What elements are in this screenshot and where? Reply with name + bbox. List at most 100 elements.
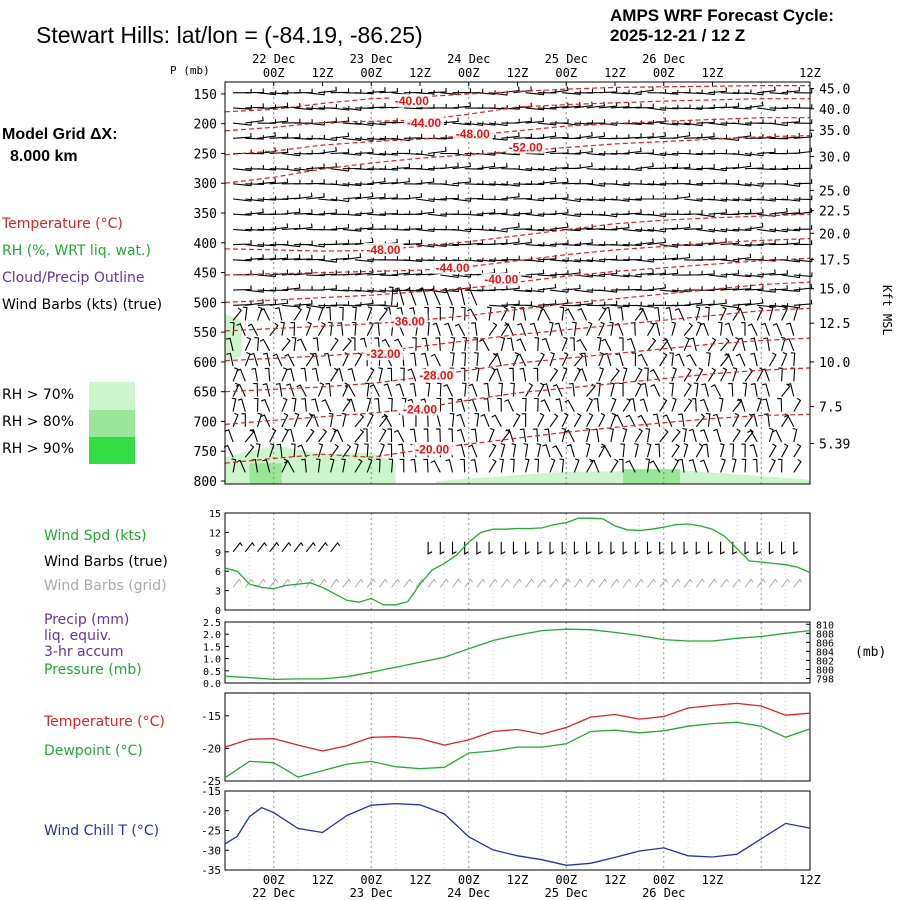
- wind-barb: [625, 414, 636, 428]
- wind-barb: [622, 367, 628, 382]
- wind-barb: [306, 179, 325, 185]
- grid-barb: [695, 578, 705, 588]
- wind-barb: [245, 149, 264, 155]
- wind-barb: [684, 165, 703, 171]
- wind-barb: [623, 103, 642, 109]
- wind-barb: [659, 352, 668, 367]
- wind-barb: [281, 412, 289, 428]
- wind-barbs-true: [232, 541, 798, 555]
- wind-barb: [603, 352, 612, 367]
- wind-barb: [269, 269, 289, 276]
- bottom-time-tick-label: 12Z: [312, 873, 334, 887]
- wind-barb: [769, 165, 789, 171]
- legend-rh80-label: RH > 80%: [2, 414, 75, 430]
- top-day-label: 26 Dec: [642, 52, 685, 66]
- wind-barb: [236, 323, 246, 336]
- wind-barb: [342, 398, 351, 412]
- wind-barb: [456, 413, 466, 427]
- grid-barb: [269, 578, 279, 588]
- wind-barb: [465, 288, 478, 306]
- bottom-time-tick-label: 00Z: [263, 873, 285, 887]
- wind-barb: [398, 443, 405, 458]
- bottom-day-label: 22 Dec: [252, 886, 295, 900]
- wind-barb: [790, 352, 796, 367]
- wind-barb: [562, 102, 581, 109]
- panel2-y2tick-label: 798: [816, 674, 834, 685]
- grid-barb: [354, 578, 364, 588]
- wind-barb: [598, 102, 618, 109]
- grid-barb: [720, 578, 730, 588]
- wind-barb: [429, 288, 441, 306]
- wind-barb: [421, 352, 429, 367]
- true-barb: [305, 541, 316, 553]
- wind-barb: [793, 443, 802, 458]
- wind-barb: [574, 101, 593, 109]
- wind-barb: [421, 337, 429, 351]
- bottom-day-label: 24 Dec: [447, 886, 490, 900]
- wind-barb: [440, 104, 459, 109]
- wind-barb: [436, 397, 442, 412]
- wind-barb: [284, 353, 295, 367]
- wind-barb: [781, 351, 788, 367]
- wind-barb: [529, 322, 539, 336]
- panel1-ytick-label: 12: [209, 528, 221, 539]
- legend-precip: Precip (mm): [44, 612, 130, 628]
- wind-barb: [415, 165, 435, 171]
- wind-barb: [781, 287, 801, 292]
- wind-barb: [684, 150, 703, 156]
- wind-barb: [330, 254, 350, 261]
- wind-barb: [360, 337, 368, 352]
- wind-barb: [684, 286, 703, 291]
- pressure-tick-label: 400: [194, 237, 217, 252]
- wind-barb: [305, 428, 315, 443]
- wind-barb: [449, 306, 455, 321]
- wind-barb: [342, 193, 362, 200]
- wind-barb: [330, 210, 350, 215]
- temp-contour-1: [224, 98, 810, 132]
- wind-barb: [257, 165, 277, 171]
- wind-barb: [572, 321, 577, 336]
- wind-barb: [262, 352, 271, 367]
- wind-barb: [662, 338, 673, 352]
- wind-barb: [720, 226, 740, 232]
- temp-contour-0: [224, 85, 810, 113]
- wind-barb: [533, 367, 539, 382]
- true-barb: [244, 541, 255, 553]
- wind-barb: [306, 255, 325, 261]
- wind-barb: [750, 352, 758, 367]
- wind-barb: [245, 288, 265, 293]
- wind-barb: [525, 105, 545, 111]
- wind-barb: [562, 179, 581, 185]
- wind-barb: [235, 383, 246, 397]
- wind-barb: [449, 412, 455, 427]
- wind-barb: [792, 427, 798, 443]
- wind-barb: [696, 132, 715, 139]
- wind-barb: [325, 306, 332, 321]
- wind-barb: [720, 196, 740, 202]
- wind-barb: [562, 241, 581, 247]
- grid-barb: [586, 578, 595, 588]
- bottom-time-tick-label: 12Z: [702, 873, 724, 887]
- wind-barb: [233, 105, 252, 110]
- wind-barb: [457, 398, 466, 412]
- wind-barb: [564, 429, 575, 443]
- wind-barb: [443, 383, 453, 397]
- wind-barb: [781, 86, 801, 94]
- wind-barb: [505, 429, 514, 443]
- wind-barb: [708, 197, 728, 202]
- wind-barb: [378, 307, 388, 321]
- wind-barb: [275, 382, 283, 397]
- wind-barb: [578, 368, 588, 382]
- wind-barb: [769, 89, 789, 95]
- wind-barb: [671, 443, 680, 458]
- wind-barb: [562, 134, 581, 140]
- wind-barb: [549, 257, 569, 262]
- wind-barb: [617, 306, 624, 321]
- wind-barb: [781, 132, 801, 139]
- wind-barb: [403, 192, 423, 200]
- wind-barb: [452, 102, 472, 109]
- wind-barb: [623, 209, 642, 215]
- wind-barb: [489, 256, 508, 262]
- wind-barb: [646, 443, 652, 458]
- temp-contour-label: -44.00: [435, 261, 469, 275]
